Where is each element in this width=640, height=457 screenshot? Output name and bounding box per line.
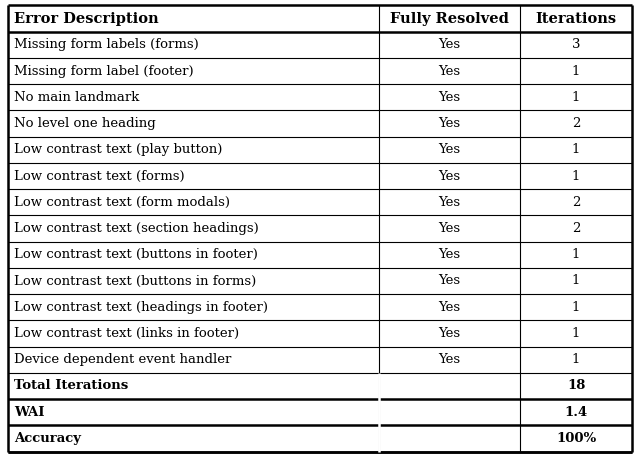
Text: 1: 1 [572, 327, 580, 340]
Bar [8, 84, 380, 111]
Bar [520, 346, 632, 373]
Text: Low contrast text (buttons in forms): Low contrast text (buttons in forms) [14, 275, 257, 287]
Text: 1: 1 [572, 248, 580, 261]
Text: 100%: 100% [556, 432, 596, 445]
Text: Low contrast text (form modals): Low contrast text (form modals) [14, 196, 230, 209]
Bar [8, 32, 380, 58]
Text: Yes: Yes [438, 275, 461, 287]
Text: Yes: Yes [438, 222, 461, 235]
Text: 3: 3 [572, 38, 580, 51]
Text: 1: 1 [572, 91, 580, 104]
Text: Low contrast text (forms): Low contrast text (forms) [14, 170, 185, 182]
Bar [8, 58, 380, 84]
Bar [520, 84, 632, 111]
Bar [520, 399, 632, 425]
Bar [8, 294, 380, 320]
Bar [380, 84, 520, 111]
Bar [380, 5, 520, 32]
Bar [520, 294, 632, 320]
Bar [520, 242, 632, 268]
Bar [520, 373, 632, 399]
Bar [8, 242, 380, 268]
Text: Yes: Yes [438, 301, 461, 314]
Text: 1: 1 [572, 275, 580, 287]
Text: No level one heading: No level one heading [14, 117, 156, 130]
Bar [380, 294, 520, 320]
Bar [8, 163, 380, 189]
Bar [380, 268, 520, 294]
Text: 2: 2 [572, 222, 580, 235]
Bar [380, 399, 520, 425]
Bar [380, 215, 520, 242]
Bar [520, 111, 632, 137]
Bar [380, 137, 520, 163]
Text: Low contrast text (play button): Low contrast text (play button) [14, 143, 223, 156]
Bar [8, 399, 380, 425]
Bar [380, 320, 520, 346]
Text: Total Iterations: Total Iterations [14, 379, 129, 393]
Text: Missing form label (footer): Missing form label (footer) [14, 64, 194, 78]
Text: Accuracy: Accuracy [14, 432, 81, 445]
Text: Device dependent event handler: Device dependent event handler [14, 353, 232, 366]
Bar [520, 32, 632, 58]
Bar [8, 425, 380, 452]
Bar [8, 373, 380, 399]
Bar [380, 346, 520, 373]
Text: Low contrast text (headings in footer): Low contrast text (headings in footer) [14, 301, 268, 314]
Bar [520, 5, 632, 32]
Text: WAI: WAI [14, 406, 45, 419]
Text: Yes: Yes [438, 64, 461, 78]
Bar [8, 189, 380, 215]
Text: 1: 1 [572, 353, 580, 366]
Text: Yes: Yes [438, 170, 461, 182]
Text: Yes: Yes [438, 248, 461, 261]
Text: 1: 1 [572, 170, 580, 182]
Text: Yes: Yes [438, 91, 461, 104]
Bar [520, 189, 632, 215]
Text: Yes: Yes [438, 353, 461, 366]
Bar [8, 346, 380, 373]
Text: No main landmark: No main landmark [14, 91, 140, 104]
Bar [8, 268, 380, 294]
Bar [8, 137, 380, 163]
Text: Iterations: Iterations [536, 11, 617, 26]
Bar [520, 58, 632, 84]
Text: Yes: Yes [438, 196, 461, 209]
Text: Yes: Yes [438, 327, 461, 340]
Bar [8, 215, 380, 242]
Bar [380, 242, 520, 268]
Bar [380, 189, 520, 215]
Bar [380, 58, 520, 84]
Text: Low contrast text (buttons in footer): Low contrast text (buttons in footer) [14, 248, 258, 261]
Bar [380, 111, 520, 137]
Text: 1: 1 [572, 64, 580, 78]
Bar [520, 268, 632, 294]
Bar [380, 163, 520, 189]
Text: Error Description: Error Description [14, 11, 159, 26]
Text: Yes: Yes [438, 38, 461, 51]
Bar [380, 425, 520, 452]
Bar [520, 137, 632, 163]
Bar [380, 32, 520, 58]
Text: Yes: Yes [438, 117, 461, 130]
Text: Fully Resolved: Fully Resolved [390, 11, 509, 26]
Text: 1.4: 1.4 [564, 406, 588, 419]
Bar [520, 215, 632, 242]
Bar [520, 425, 632, 452]
Text: 2: 2 [572, 117, 580, 130]
Bar [520, 163, 632, 189]
Text: Missing form labels (forms): Missing form labels (forms) [14, 38, 199, 51]
Text: Low contrast text (section headings): Low contrast text (section headings) [14, 222, 259, 235]
Text: 1: 1 [572, 301, 580, 314]
Bar [520, 320, 632, 346]
Text: 18: 18 [567, 379, 586, 393]
Text: Yes: Yes [438, 143, 461, 156]
Text: 1: 1 [572, 143, 580, 156]
Bar [380, 373, 520, 399]
Bar [8, 5, 380, 32]
Text: 2: 2 [572, 196, 580, 209]
Text: Low contrast text (links in footer): Low contrast text (links in footer) [14, 327, 239, 340]
Bar [8, 320, 380, 346]
Bar [8, 111, 380, 137]
